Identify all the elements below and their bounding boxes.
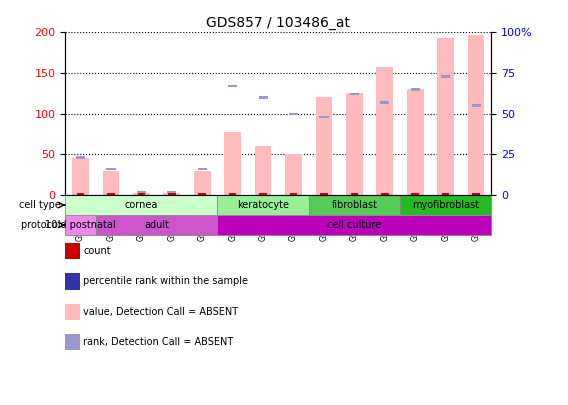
- Bar: [309, 195, 400, 215]
- Bar: [320, 193, 328, 195]
- Bar: [467, 35, 485, 195]
- Text: adult: adult: [144, 220, 169, 230]
- Bar: [76, 156, 85, 159]
- Bar: [103, 171, 119, 195]
- Bar: [346, 94, 363, 195]
- Bar: [381, 193, 389, 195]
- Bar: [65, 195, 218, 215]
- Bar: [229, 193, 236, 195]
- Bar: [96, 215, 218, 235]
- Text: count: count: [83, 246, 111, 256]
- Text: cell culture: cell culture: [327, 220, 382, 230]
- Text: cornea: cornea: [125, 200, 158, 210]
- Bar: [218, 195, 309, 215]
- Bar: [400, 195, 491, 215]
- Bar: [411, 193, 419, 195]
- Text: keratocyte: keratocyte: [237, 200, 289, 210]
- Bar: [319, 116, 328, 118]
- Bar: [441, 75, 450, 77]
- Bar: [260, 193, 267, 195]
- Bar: [285, 154, 302, 195]
- Title: GDS857 / 103486_at: GDS857 / 103486_at: [206, 16, 350, 30]
- Bar: [437, 38, 454, 195]
- Bar: [137, 193, 145, 195]
- Bar: [65, 215, 96, 235]
- Bar: [380, 101, 390, 104]
- Bar: [289, 113, 298, 115]
- Bar: [198, 193, 206, 195]
- Bar: [316, 98, 332, 195]
- Bar: [258, 96, 268, 99]
- Bar: [194, 171, 211, 195]
- Bar: [106, 168, 115, 171]
- Bar: [471, 104, 481, 107]
- Bar: [133, 193, 150, 195]
- Text: protocol: protocol: [21, 220, 64, 230]
- Bar: [350, 193, 358, 195]
- Text: rank, Detection Call = ABSENT: rank, Detection Call = ABSENT: [83, 337, 234, 347]
- Bar: [228, 85, 237, 87]
- Bar: [167, 191, 177, 193]
- Bar: [254, 146, 272, 195]
- Bar: [350, 93, 359, 96]
- Bar: [411, 88, 420, 91]
- Text: fibroblast: fibroblast: [331, 200, 377, 210]
- Bar: [168, 193, 176, 195]
- Bar: [377, 67, 393, 195]
- Bar: [442, 193, 449, 195]
- Bar: [473, 193, 480, 195]
- Bar: [164, 193, 180, 195]
- Bar: [198, 168, 207, 171]
- Bar: [72, 158, 89, 195]
- Bar: [224, 132, 241, 195]
- Text: cell type: cell type: [19, 200, 64, 210]
- Bar: [137, 191, 146, 193]
- Text: 10 d postnatal: 10 d postnatal: [45, 220, 116, 230]
- Bar: [77, 193, 84, 195]
- Bar: [290, 193, 297, 195]
- Bar: [407, 90, 424, 195]
- Text: value, Detection Call = ABSENT: value, Detection Call = ABSENT: [83, 307, 239, 317]
- Bar: [218, 215, 491, 235]
- Text: myofibroblast: myofibroblast: [412, 200, 479, 210]
- Bar: [107, 193, 115, 195]
- Text: percentile rank within the sample: percentile rank within the sample: [83, 277, 248, 286]
